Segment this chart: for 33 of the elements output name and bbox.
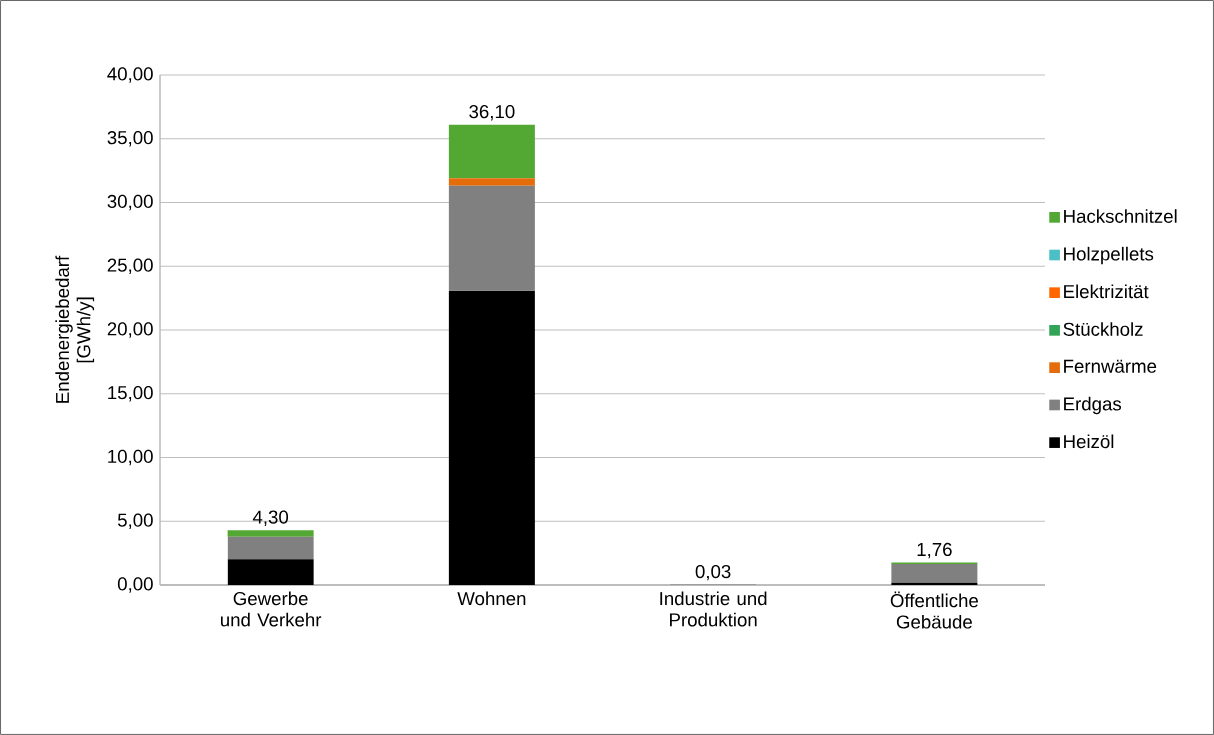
legend-label: Elektrizität <box>1064 284 1149 299</box>
y-axis-title: Endenergiebedarf [GWh/y] <box>55 255 95 403</box>
y-tick-label: 25,00 <box>107 258 153 274</box>
bar <box>448 185 535 291</box>
y-tick-label: 5,00 <box>117 513 153 529</box>
bar <box>227 536 314 560</box>
legend-label: Erdgas <box>1064 396 1122 415</box>
x-tick-label: Wohnen <box>457 591 526 606</box>
total-label: 36,10 <box>469 105 515 121</box>
total-label: 0,03 <box>695 564 731 581</box>
x-tick-label: Gewerbe und Verkehr <box>221 591 322 627</box>
total-label: 1,76 <box>917 542 952 559</box>
y-tick-label: 20,00 <box>107 322 153 338</box>
legend-label: Stückholz <box>1063 322 1143 336</box>
y-tick-label: 15,00 <box>108 386 153 402</box>
bar <box>448 290 535 585</box>
bar <box>227 559 314 585</box>
legend-label: Holzpellets <box>1064 246 1154 265</box>
y-tick-label: 40,00 <box>107 67 153 83</box>
bar <box>448 124 535 179</box>
x-tick-label: Öffentliche Gebäude <box>890 591 978 629</box>
y-tick-label: 10,00 <box>108 449 153 466</box>
legend-label: Fernwärme <box>1064 359 1157 373</box>
x-tick-label: Industrie und Produktion <box>660 591 767 627</box>
y-tick-label: 35,00 <box>107 131 153 147</box>
bar <box>891 563 978 583</box>
y-tick-label: 30,00 <box>107 194 153 211</box>
bar <box>448 178 535 186</box>
legend-label: Heizöl <box>1064 434 1114 449</box>
bar <box>227 530 314 537</box>
y-tick-label: 0,00 <box>117 577 153 593</box>
total-label: 4,30 <box>252 510 289 526</box>
legend-label: Hackschnitzel <box>1064 209 1177 223</box>
